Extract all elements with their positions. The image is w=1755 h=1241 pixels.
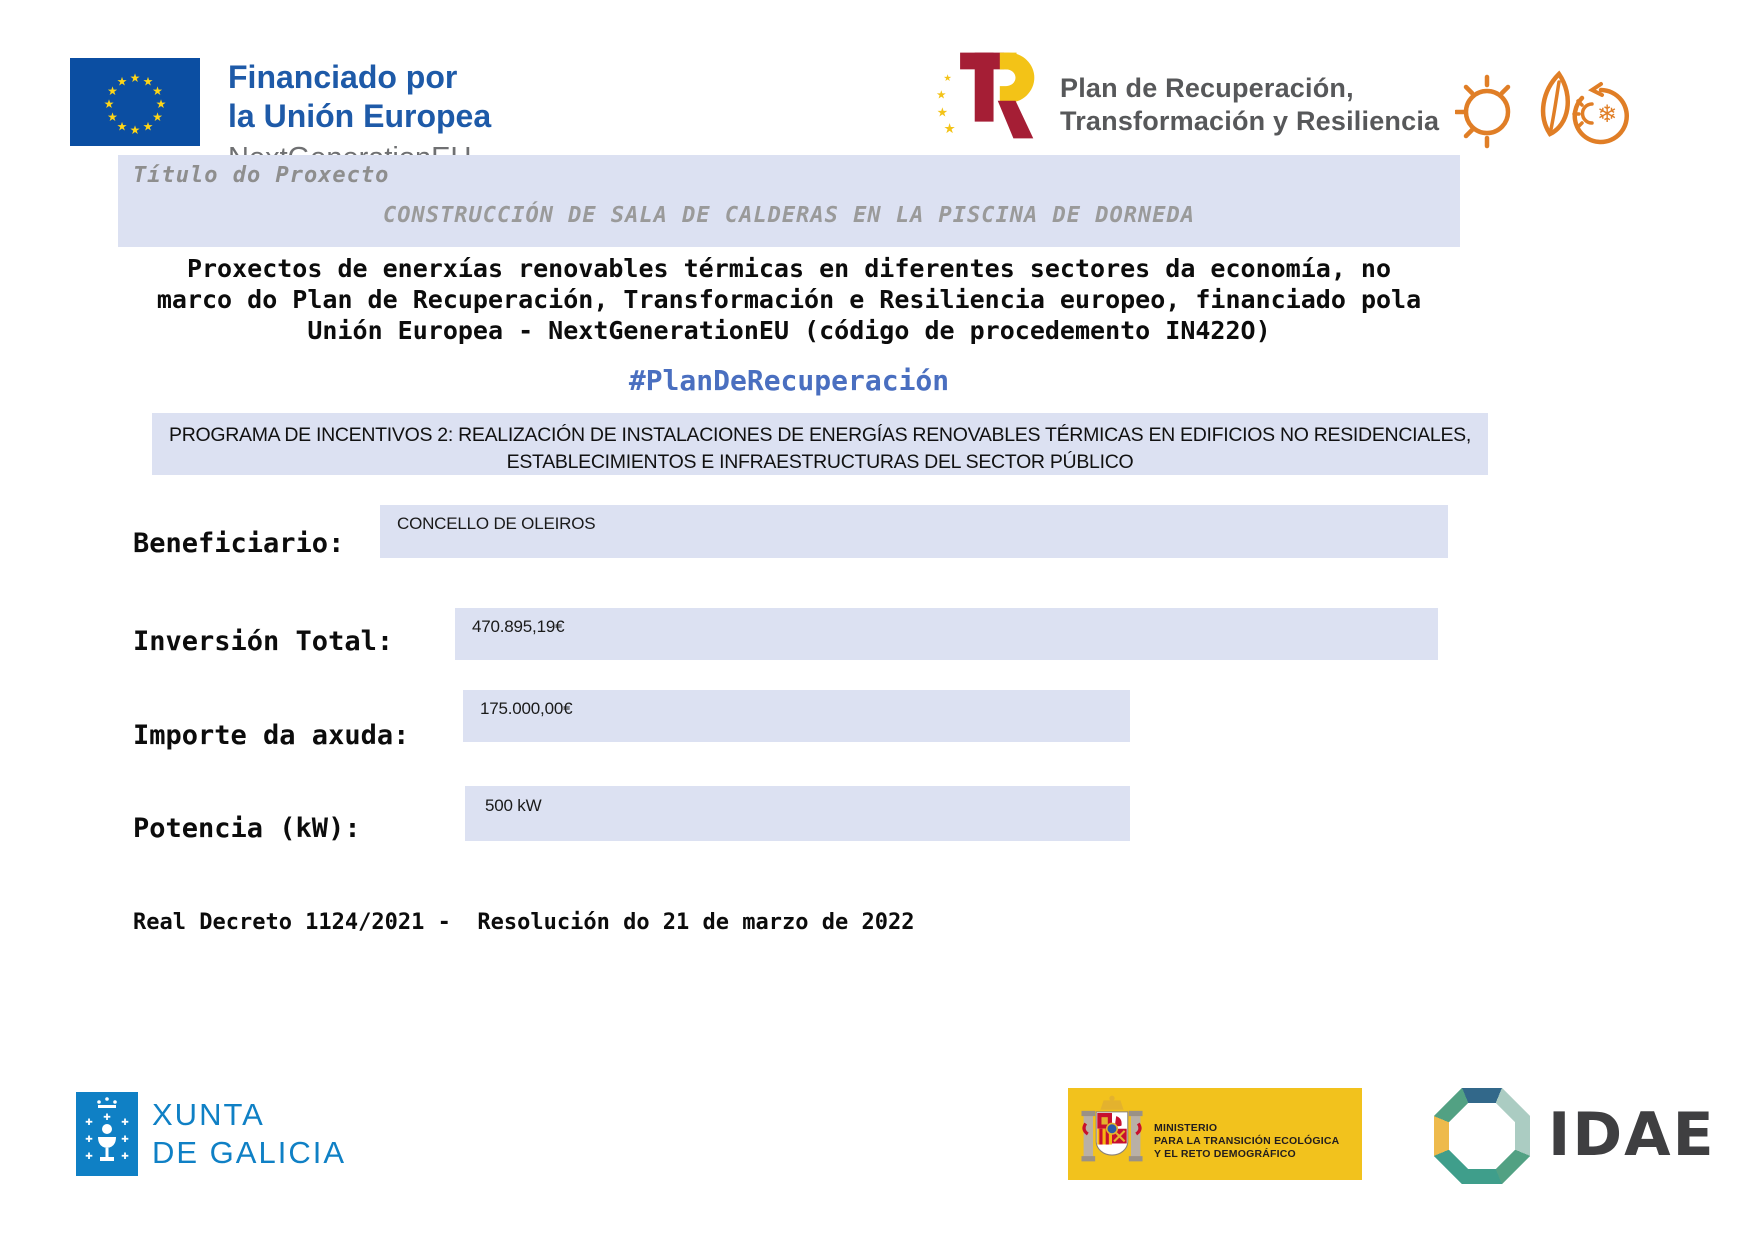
eu-funding-line2: la Unión Europea [228, 98, 492, 134]
svg-text:★: ★ [130, 71, 141, 85]
beneficiary-value: CONCELLO DE OLEIROS [397, 514, 596, 533]
svg-text:★: ★ [156, 97, 167, 111]
svg-text:★: ★ [117, 75, 128, 89]
svg-text:★: ★ [937, 104, 948, 119]
svg-text:★: ★ [107, 110, 118, 124]
xunta-emblem-icon: ✚ ✚ ✚ ✚ ✚ ✚ ✚ [76, 1092, 138, 1176]
heat-cold-cycle-icon: ❄ [1572, 82, 1629, 145]
svg-text:★: ★ [143, 120, 154, 134]
eu-funding-line1: Financiado por [228, 59, 458, 95]
program-line2: ESTABLECIMIENTOS E INFRAESTRUCTURAS DEL … [506, 451, 1134, 473]
eu-flag-icon: ★ ★★ ★★★ ★★★ ★★★ [70, 58, 200, 146]
idae-logo: IDAE [1390, 1088, 1714, 1188]
leaf-icon [1540, 70, 1570, 137]
ministerio-line3: Y EL RETO DEMOGRÁFICO [1154, 1148, 1296, 1160]
total-investment-label: Inversión Total: [133, 626, 394, 657]
svg-text:✚: ✚ [121, 1118, 129, 1128]
svg-text:★: ★ [936, 88, 946, 102]
idae-wordmark: IDAE [1548, 1100, 1716, 1170]
project-description: Proxectos de enerxías renovables térmica… [118, 253, 1460, 346]
svg-text:★: ★ [152, 84, 163, 98]
beneficiary-value-box: CONCELLO DE OLEIROS [380, 505, 1448, 558]
project-title-label: Título do Proxecto [133, 163, 390, 188]
description-line3: Unión Europea - NextGenerationEU (código… [307, 316, 1271, 345]
svg-text:✚: ✚ [121, 1135, 129, 1145]
thermal-energy-icons: ❄ [1455, 70, 1629, 149]
svg-text:★: ★ [143, 75, 154, 89]
svg-text:★: ★ [943, 73, 951, 84]
project-title-value: CONSTRUCCIÓN DE SALA DE CALDERAS EN LA P… [383, 203, 1195, 228]
spain-coat-of-arms-icon [1081, 1095, 1143, 1162]
ministerio-text: MINISTERIO PARA LA TRANSICIÓN ECOLÓGICA … [1154, 1122, 1339, 1161]
program-box: PROGRAMA DE INCENTIVOS 2: REALIZACIÓN DE… [152, 413, 1488, 475]
decree-resolution-line: Real Decreto 1124/2021 - Resolución do 2… [133, 910, 915, 935]
total-investment-value-box: 470.895,19€ [455, 608, 1438, 660]
svg-text:★: ★ [117, 120, 128, 134]
idae-octagon-right-icon [1434, 1088, 1530, 1184]
grant-amount-label: Importe da axuda: [133, 720, 410, 751]
plan-hashtag: #PlanDeRecuperación [628, 364, 950, 397]
program-line1: PROGRAMA DE INCENTIVOS 2: REALIZACIÓN DE… [168, 424, 1472, 446]
svg-text:★: ★ [107, 84, 118, 98]
svg-text:★: ★ [130, 123, 141, 137]
svg-text:✚: ✚ [85, 1152, 93, 1162]
prtr-logo-icon: ★ ★ ★ ★ [936, 52, 1035, 139]
grant-amount-value: 175.000,00€ [480, 699, 573, 718]
description-line1: Proxectos de enerxías renovables térmica… [186, 254, 1392, 283]
svg-text:★: ★ [104, 97, 115, 111]
total-investment-value: 470.895,19€ [472, 617, 565, 636]
xunta-line1: XUNTA [152, 1097, 265, 1132]
project-title-box: Título do Proxecto CONSTRUCCIÓN DE SALA … [118, 155, 1460, 247]
xunta-line2: DE GALICIA [152, 1135, 346, 1170]
svg-text:★: ★ [944, 121, 956, 137]
prtr-line2: Transformación y Resiliencia [1060, 106, 1440, 136]
power-label: Potencia (kW): [133, 813, 361, 844]
grant-amount-value-box: 175.000,00€ [463, 690, 1130, 742]
ministerio-line2: PARA LA TRANSICIÓN ECOLÓGICA [1154, 1135, 1340, 1147]
svg-text:★: ★ [152, 110, 163, 124]
ministerio-logo: MINISTERIO PARA LA TRANSICIÓN ECOLÓGICA … [1068, 1088, 1362, 1180]
svg-text:✚: ✚ [121, 1152, 129, 1162]
prtr-text: Plan de Recuperación, Transformación y R… [1060, 72, 1439, 138]
ministerio-line1: MINISTERIO [1154, 1122, 1218, 1134]
description-line2: marco do Plan de Recuperación, Transform… [156, 285, 1422, 314]
beneficiary-label: Beneficiario: [133, 528, 345, 559]
power-value-box: 500 kW [465, 786, 1130, 841]
sun-icon [1455, 74, 1511, 149]
power-value: 500 kW [485, 796, 542, 815]
prtr-line1: Plan de Recuperación, [1060, 73, 1354, 103]
xunta-wordmark: XUNTA DE GALICIA [152, 1096, 346, 1172]
svg-text:✚: ✚ [85, 1135, 93, 1145]
svg-text:❄: ❄ [1597, 100, 1617, 128]
svg-text:✚: ✚ [85, 1118, 93, 1128]
svg-text:✚: ✚ [103, 1113, 111, 1123]
